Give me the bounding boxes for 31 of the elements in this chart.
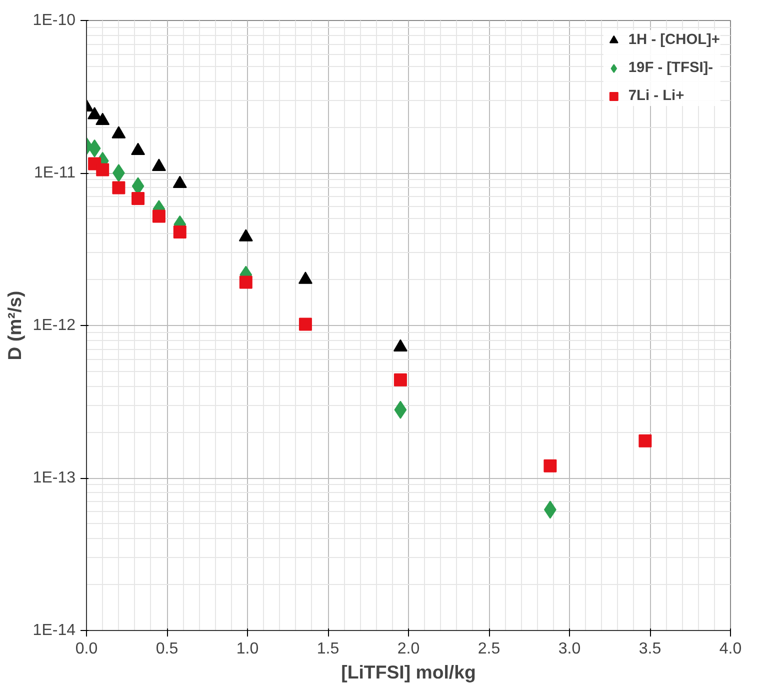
legend-label: 1H - [CHOL]+ (628, 32, 720, 48)
x-tick-label: 0.0 (75, 640, 98, 658)
y-tick-label: 1E-14 (32, 622, 76, 639)
x-tick-label: 0.5 (156, 640, 178, 658)
x-tick-label: 3.5 (638, 640, 662, 658)
x-tick-label: 1.0 (236, 640, 259, 658)
point (239, 276, 252, 289)
point (394, 373, 407, 386)
y-tick-label: 1E-10 (32, 12, 76, 29)
y-tick-label: 1E-11 (34, 164, 76, 182)
x-tick-label: 2.5 (478, 640, 500, 658)
y-tick-label: 1E-12 (32, 317, 76, 334)
point (132, 192, 145, 206)
point (96, 163, 110, 176)
point (544, 459, 557, 472)
point (173, 226, 186, 239)
point (394, 400, 407, 419)
point (638, 434, 652, 448)
point (88, 139, 101, 158)
legend-label: 7Li - Li+ (628, 88, 684, 104)
x-tick-label: 4.0 (719, 640, 742, 658)
x-tick-label: 3.0 (558, 640, 581, 658)
x-tick-label: 2.0 (397, 640, 420, 658)
point (298, 318, 312, 331)
legend-label: 19F - [TFSI]- (628, 60, 714, 76)
y-axis-title: D (m²/s) (4, 290, 25, 360)
x-tick-label: 1.5 (316, 640, 340, 658)
y-tick-label: 1E-13 (32, 470, 76, 486)
point (112, 181, 126, 194)
point (152, 210, 166, 223)
x-axis-title: [LiTFSI] mol/kg (341, 662, 476, 682)
